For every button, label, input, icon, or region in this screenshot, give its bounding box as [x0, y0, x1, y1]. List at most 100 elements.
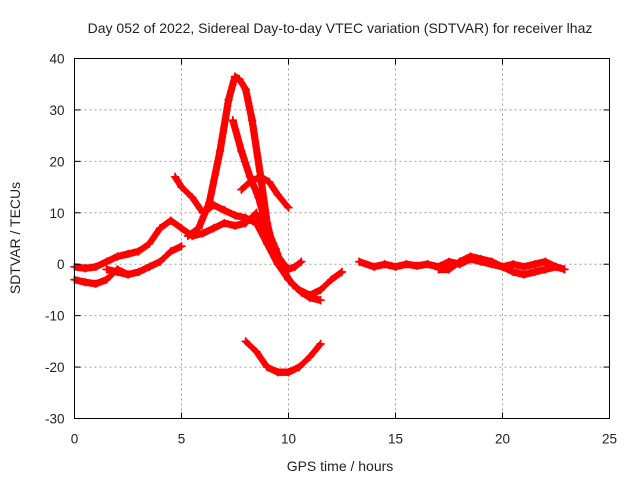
y-tick-label: 10 [49, 206, 64, 221]
data-point [177, 241, 186, 251]
data-point [262, 223, 272, 233]
data-point [316, 295, 325, 305]
data-point [183, 231, 193, 241]
series-arc-1 [70, 208, 347, 300]
data-point [279, 267, 289, 277]
data-point [254, 193, 263, 202]
x-tick-label: 5 [178, 432, 186, 447]
y-tick-label: 30 [49, 103, 64, 118]
data-point [177, 223, 186, 233]
data-point [252, 208, 261, 218]
x-axis-label: GPS time / hours [287, 458, 394, 474]
data-point [305, 352, 315, 362]
data-point [155, 257, 165, 266]
series-arc-3 [102, 265, 133, 279]
data-point [224, 95, 233, 104]
data-point [252, 347, 261, 356]
data-point [271, 244, 280, 254]
data-point [541, 257, 550, 266]
y-tick-label: -30 [45, 412, 65, 427]
data-point [508, 259, 518, 269]
data-point [245, 177, 255, 187]
data-point [145, 239, 154, 248]
data-point [80, 277, 90, 287]
data-point [316, 339, 325, 349]
data-point [290, 262, 300, 272]
data-point [498, 262, 507, 272]
data-point [102, 257, 111, 266]
y-tick-label: -10 [45, 309, 65, 324]
data-point [134, 267, 143, 277]
data-point [237, 146, 246, 156]
series-markers [229, 116, 314, 302]
y-tick-label: 20 [49, 154, 64, 169]
data-point [434, 265, 443, 274]
data-point [241, 85, 250, 94]
tick-layer: 0 5 10 15 20 25 40 30 20 10 0 -10 -20 -30 [45, 52, 617, 447]
data-point [102, 265, 111, 274]
data-point [91, 279, 101, 289]
series-arc-8 [241, 337, 325, 377]
data-point [423, 259, 432, 269]
data-point [551, 262, 561, 272]
data-point [337, 267, 347, 277]
x-tick-label: 10 [281, 432, 296, 447]
data-point [209, 223, 218, 233]
chart-title: Day 052 of 2022, Sidereal Day-to-day VTE… [88, 20, 593, 36]
x-tick-label: 15 [388, 432, 403, 447]
data-point [113, 252, 122, 261]
data-point [237, 185, 246, 194]
y-tick-label: -20 [45, 360, 65, 375]
y-tick-label: 40 [49, 52, 64, 67]
data-point [264, 177, 274, 187]
data-point [123, 270, 133, 279]
data-point [380, 259, 390, 269]
data-point [166, 216, 176, 225]
data-point [530, 267, 539, 277]
series-markers [184, 72, 306, 274]
data-point [316, 285, 325, 295]
series-arc-7 [237, 172, 293, 212]
data-point [170, 172, 180, 182]
data-point [444, 257, 454, 266]
data-point [134, 247, 143, 256]
data-point [198, 229, 208, 238]
data-point [487, 257, 497, 266]
data-point [256, 172, 265, 182]
plot-frame [74, 58, 610, 419]
data-point [220, 218, 229, 228]
data-point [113, 267, 122, 277]
data-point [530, 259, 539, 269]
data-point [230, 72, 240, 81]
data-point [155, 223, 165, 233]
data-point [166, 247, 176, 256]
data-point [230, 221, 240, 230]
data-point [444, 265, 454, 274]
data-point [234, 74, 244, 84]
data-point [102, 275, 111, 284]
data-point [145, 262, 154, 272]
series-arc-10 [434, 252, 561, 274]
data-point [560, 265, 569, 274]
data-point [241, 213, 250, 223]
data-point [455, 257, 464, 266]
data-point [391, 262, 400, 272]
data-point [230, 211, 240, 220]
data-point [262, 362, 272, 372]
data-point [297, 257, 306, 266]
data-point [215, 146, 225, 156]
data-point [177, 182, 186, 192]
data-point [123, 249, 133, 259]
data-point [288, 280, 298, 290]
data-point [305, 293, 315, 302]
data-point [91, 262, 101, 272]
data-point [294, 362, 304, 372]
data-point [247, 115, 257, 125]
series-arc-5 [183, 72, 306, 274]
data-point [273, 190, 283, 200]
data-point [401, 259, 411, 269]
data-point [187, 193, 197, 202]
y-axis-label: SDTVAR / TECUs [7, 182, 23, 294]
data-point [369, 262, 379, 272]
